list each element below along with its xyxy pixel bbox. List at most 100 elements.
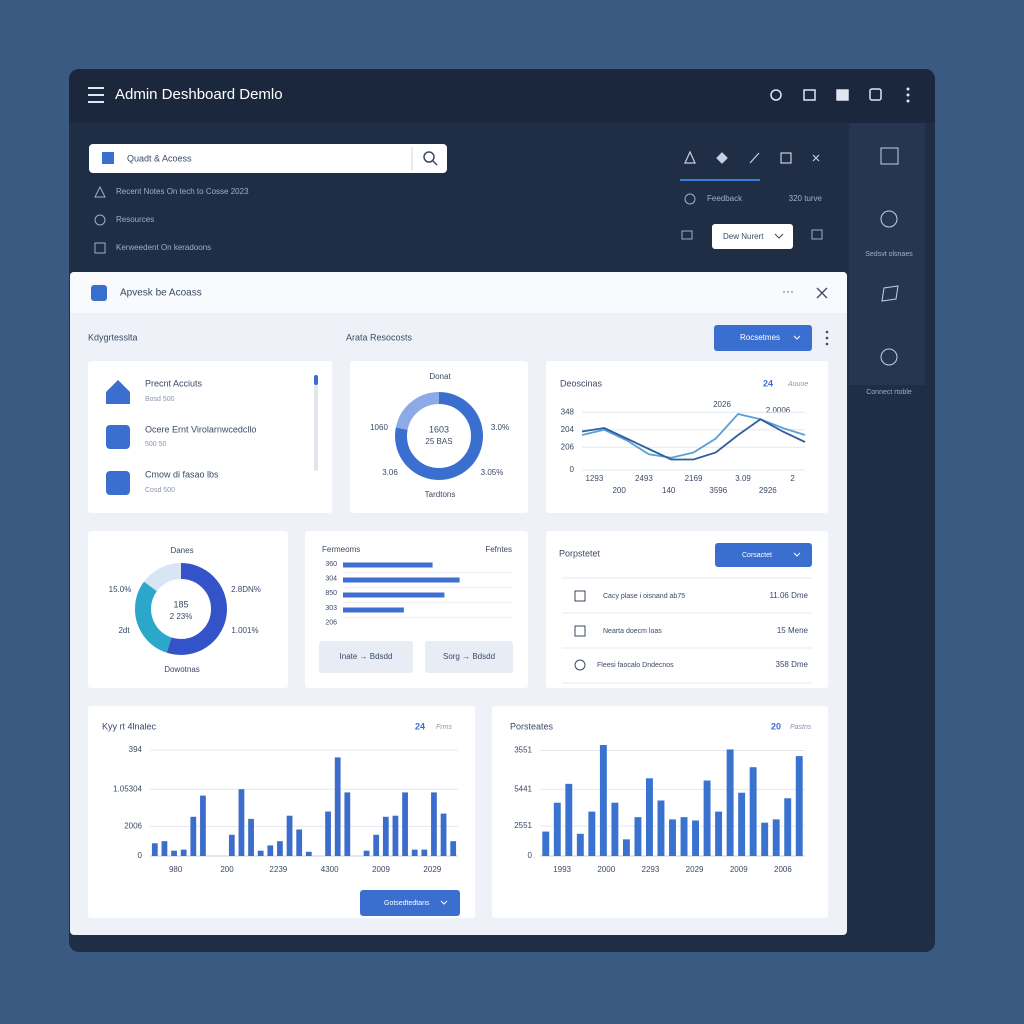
card-title: Danes <box>170 546 193 555</box>
button-label: Corsactet <box>742 552 772 559</box>
side-icon[interactable] <box>880 210 898 228</box>
bar <box>151 843 158 856</box>
x-tick-label: 2029 <box>686 865 704 874</box>
tab-icon[interactable] <box>780 152 792 164</box>
section-title: Arata Resocosts <box>346 332 413 342</box>
donut-footer: Tardtons <box>425 490 456 499</box>
primary-button[interactable] <box>360 890 460 916</box>
side-icon[interactable] <box>880 147 899 165</box>
bar <box>411 849 418 856</box>
row-value: 11.06 Dme <box>769 591 808 600</box>
bar <box>402 792 408 856</box>
primary-button[interactable] <box>714 325 812 351</box>
bar <box>772 819 780 856</box>
nav-item[interactable]: Recent Notes On tech to Cosse 2023 <box>116 187 249 196</box>
modal-icon <box>91 285 107 301</box>
tab-icon[interactable] <box>812 154 820 162</box>
more-button[interactable]: ··· <box>782 284 794 298</box>
bar <box>431 792 437 856</box>
header-icon[interactable] <box>803 89 816 101</box>
badge-text: Aouoe <box>787 381 808 388</box>
donut-label: 1060 <box>370 423 388 432</box>
bar <box>325 811 331 856</box>
card <box>350 361 528 513</box>
button-caret <box>793 552 801 557</box>
tab-icon[interactable] <box>716 152 728 164</box>
bar <box>784 798 792 856</box>
side-icon[interactable] <box>880 348 898 366</box>
search-icon[interactable] <box>423 151 435 163</box>
card <box>88 361 332 513</box>
bar <box>738 792 746 856</box>
item-title[interactable]: Precnt Acciuts <box>145 378 203 388</box>
item-title[interactable]: Ocere Ernt Virolarnwcedcllo <box>145 424 256 434</box>
donut-segment <box>135 563 227 655</box>
tab-icon[interactable] <box>684 150 696 164</box>
primary-button[interactable] <box>715 543 812 567</box>
header-icons <box>770 88 882 101</box>
item-title[interactable]: Cmow di fasao lbs <box>145 469 219 479</box>
card-title: Kyy rt 4lnalec <box>102 721 157 731</box>
header-icon[interactable] <box>770 89 782 101</box>
dropdown[interactable] <box>712 224 793 249</box>
x-tick-label: 2029 <box>423 865 441 874</box>
bar <box>680 817 688 856</box>
bar <box>669 819 676 856</box>
x-tick-label: 2000 <box>597 865 615 874</box>
bar <box>363 850 370 856</box>
x-tick-label: 200 <box>612 486 626 495</box>
bar <box>634 817 642 856</box>
bar <box>715 811 723 856</box>
nav-icon <box>94 185 106 198</box>
search-box[interactable] <box>89 144 447 173</box>
bar <box>450 841 457 856</box>
bar <box>190 816 197 856</box>
badge-text: Frms <box>436 724 452 731</box>
tab-icon[interactable] <box>749 152 760 164</box>
y-tick-label: 348 <box>561 407 575 416</box>
card <box>88 706 475 918</box>
close-button[interactable] <box>816 287 828 299</box>
toolbar-count: 320 turve <box>789 194 823 203</box>
chip-button[interactable] <box>425 641 513 673</box>
nav-item[interactable]: Kerweedent On keradoons <box>116 243 211 252</box>
side-icon[interactable] <box>881 285 899 302</box>
bar <box>257 850 264 856</box>
kebab-icon[interactable] <box>825 330 829 346</box>
toolbar-label: Feedback <box>707 194 743 203</box>
row-label[interactable]: Fleesi faocalo Dndecnos <box>597 662 674 669</box>
dropdown-caret <box>774 233 784 239</box>
header-icon[interactable] <box>836 89 849 101</box>
header-icon[interactable] <box>869 88 882 101</box>
x-tick-label: 2493 <box>635 474 653 483</box>
donut-label: 2.8DN% <box>231 585 261 594</box>
card-title: Donat <box>429 372 451 381</box>
item-icon <box>106 471 130 495</box>
donut-segment <box>135 563 227 655</box>
nav-icon <box>94 242 106 254</box>
kebab-icon[interactable] <box>906 87 910 103</box>
bar <box>343 562 433 568</box>
row-label[interactable]: Cacy plase i oisnand ab75 <box>603 593 685 600</box>
dot <box>825 342 829 346</box>
bar <box>646 778 653 856</box>
scrollbar[interactable] <box>314 375 318 471</box>
chip-label: Sorg → Bdsdd <box>443 652 495 661</box>
card-subtitle: Fefntes <box>485 545 512 554</box>
button-label: Gotsedtedtans <box>384 900 430 907</box>
y-tick-label: 1.05304 <box>113 784 142 793</box>
menu-icon[interactable] <box>88 87 104 103</box>
y-tick-label: 0 <box>138 851 143 860</box>
annotation: 2026 <box>713 400 731 409</box>
row-label[interactable]: Nearta doecm loas <box>603 628 662 635</box>
chip-button[interactable] <box>319 641 413 673</box>
nav-item[interactable]: Resources <box>116 215 154 224</box>
bar <box>611 802 619 856</box>
bar <box>171 850 177 856</box>
row-label: 360 <box>325 561 337 568</box>
bar <box>248 818 254 856</box>
header-bar <box>69 69 935 123</box>
bar <box>286 815 293 856</box>
scrollbar-thumb[interactable] <box>314 375 318 385</box>
button-caret <box>793 335 801 340</box>
